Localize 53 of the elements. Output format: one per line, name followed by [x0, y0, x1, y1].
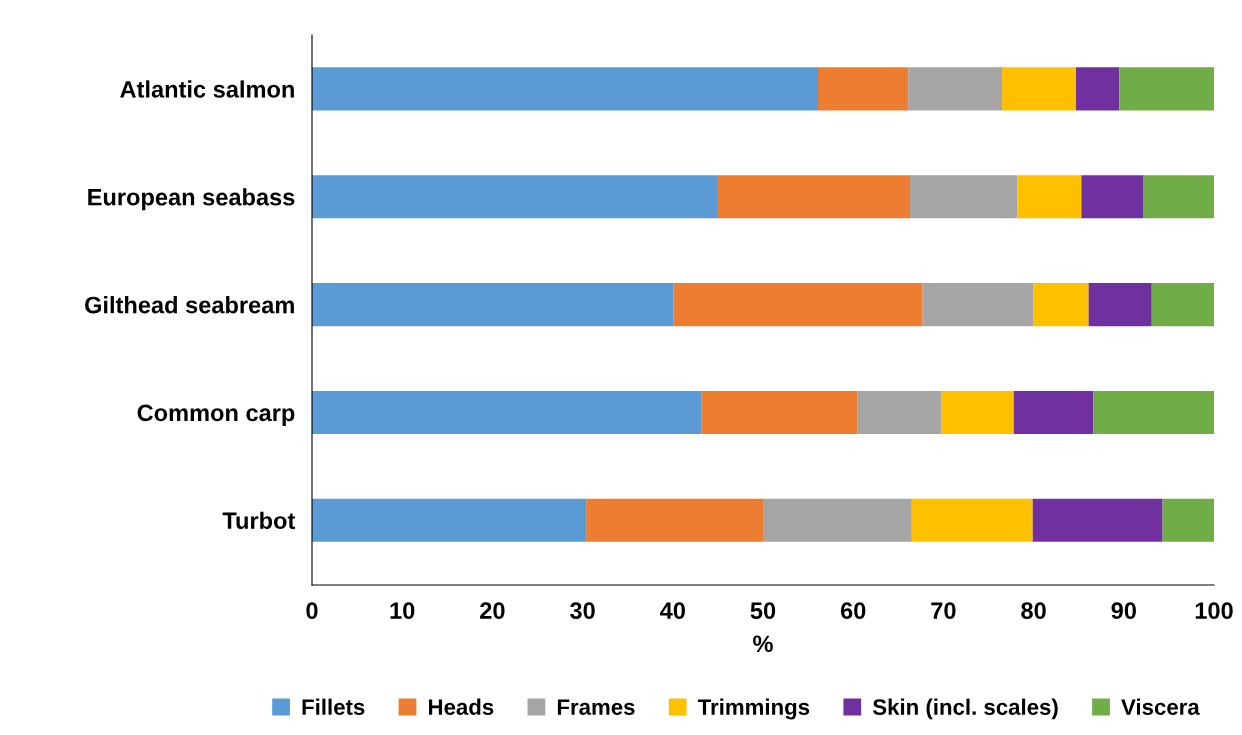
bar — [908, 67, 1003, 111]
bar — [1002, 67, 1076, 111]
bar — [1033, 283, 1089, 327]
bar — [1032, 498, 1163, 542]
x-tick-label: 70 — [931, 602, 956, 620]
bar — [717, 175, 911, 219]
bar — [1075, 67, 1120, 111]
x-tick-label: 90 — [1111, 602, 1136, 620]
bar — [312, 283, 674, 327]
bar — [673, 283, 923, 327]
y-tick-label: Gilthead seabream — [85, 296, 294, 314]
bar — [857, 390, 942, 435]
bar — [1093, 390, 1214, 435]
bar — [1119, 67, 1214, 111]
bar — [1081, 175, 1144, 219]
bar — [818, 67, 909, 111]
legend-label: Trimmings — [697, 698, 810, 720]
bar — [910, 175, 1018, 219]
legend-label: Heads — [428, 698, 494, 715]
bar — [312, 67, 819, 111]
y-tick-label: Common carp — [137, 404, 295, 426]
x-tick-label: 0 — [306, 602, 318, 620]
bar — [701, 390, 858, 435]
bar — [1017, 175, 1082, 219]
x-tick-label: 60 — [840, 602, 866, 620]
bar — [763, 498, 912, 542]
x-axis-title: % — [753, 635, 773, 653]
legend-label: Skin (incl. scales) — [872, 698, 1058, 720]
x-tick-label: 40 — [660, 602, 685, 620]
x-tick-label: 100 — [1195, 602, 1233, 620]
bar — [586, 498, 763, 542]
bar — [941, 390, 1014, 435]
bar — [1151, 283, 1214, 327]
bar — [312, 175, 718, 219]
bar — [1088, 283, 1152, 327]
bar — [312, 498, 587, 542]
x-tick-label: 10 — [390, 602, 415, 620]
x-tick-label: 30 — [570, 602, 595, 620]
y-tick-label: Atlantic salmon — [120, 80, 294, 98]
bar — [1143, 175, 1214, 219]
legend-label: Frames — [557, 699, 635, 715]
bar — [1013, 390, 1094, 435]
legend-label: Viscera — [1121, 698, 1200, 715]
x-tick-label: 20 — [480, 602, 505, 620]
legend-label: Fillets — [302, 698, 365, 715]
bar — [1162, 498, 1214, 542]
bar — [911, 498, 1033, 542]
x-tick-label: 80 — [1021, 602, 1046, 620]
y-tick-label: European seabass — [88, 188, 295, 211]
bar — [312, 390, 702, 435]
bar — [922, 283, 1034, 327]
y-tick-label: Turbot — [222, 511, 296, 530]
x-tick-label: 50 — [750, 602, 776, 620]
